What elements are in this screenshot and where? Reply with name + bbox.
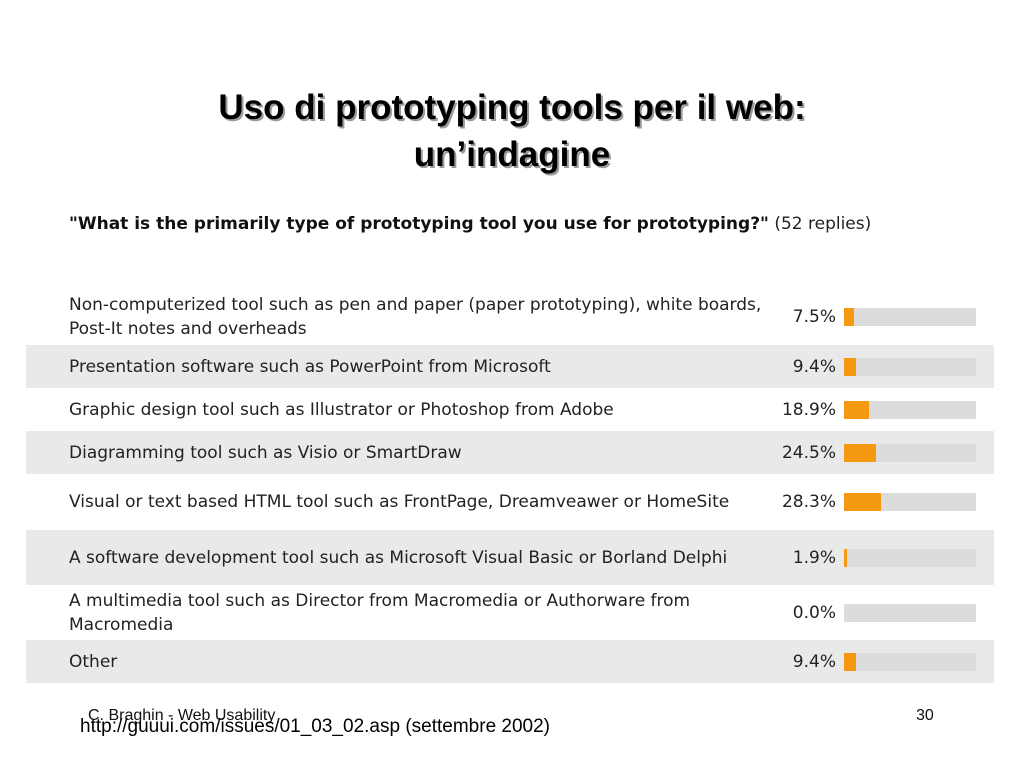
table-row: Diagramming tool such as Visio or SmartD… [26, 431, 994, 474]
bar [844, 443, 876, 462]
bar [844, 548, 847, 567]
category-label: Visual or text based HTML tool such as F… [69, 492, 730, 512]
page-number: 30 [916, 707, 934, 724]
footer-author: C. Braghin - Web Usability [88, 707, 276, 724]
chart-subtitle: (52 replies) [774, 214, 872, 234]
table-row: Non-computerized tool such as pen and pa… [26, 288, 994, 345]
source-citation: http://guuui.com/issues/01_03_02.asp (se… [80, 716, 551, 737]
table-row: Graphic design tool such as Illustrator … [26, 388, 994, 431]
category-label: Diagramming tool such as Visio or SmartD… [69, 442, 462, 463]
value-label: 1.9% [792, 547, 836, 568]
chart-title: "What is the primarily type of prototypi… [69, 214, 769, 234]
table-row: Presentation software such as PowerPoint… [26, 345, 994, 388]
bar-track [844, 400, 976, 419]
value-label: 18.9% [781, 399, 836, 420]
bar [844, 357, 856, 376]
category-label: A multimedia tool such as Director from … [69, 590, 691, 635]
value-label: 24.5% [781, 442, 836, 463]
slide-title-line-1: Uso di prototyping tools per il web: [218, 88, 806, 127]
category-label: A software development tool such as Micr… [69, 547, 728, 568]
bar [844, 652, 856, 671]
bar [844, 307, 854, 326]
bar-track [844, 603, 976, 622]
table-row: A multimedia tool such as Director from … [26, 585, 994, 640]
category-label: Non-computerized tool such as pen and pa… [69, 294, 762, 339]
category-label: Other [69, 651, 118, 672]
table-row: Visual or text based HTML tool such as F… [26, 474, 994, 530]
bar-track [844, 548, 976, 567]
value-label: 0.0% [792, 602, 836, 623]
table-row: Other 9.4% [26, 640, 994, 683]
category-label: Presentation software such as PowerPoint… [69, 356, 551, 377]
value-label: 9.4% [792, 651, 836, 672]
value-label: 9.4% [792, 356, 836, 377]
category-label: Graphic design tool such as Illustrator … [69, 399, 614, 420]
bar-track [844, 652, 976, 671]
bar-track [844, 443, 976, 462]
bar [844, 400, 869, 419]
chart-question: "What is the primarily type of prototypi… [69, 212, 969, 237]
table-row: A software development tool such as Micr… [26, 530, 994, 585]
bar-track [844, 357, 976, 376]
value-label: 28.3% [781, 492, 836, 512]
bar-track [844, 493, 976, 511]
value-label: 7.5% [792, 306, 836, 327]
slide-title: Uso di prototyping tools per il web: un’… [0, 84, 1024, 178]
bar [844, 493, 881, 511]
bar-track [844, 307, 976, 326]
slide-title-line-2: un’indagine [413, 135, 611, 174]
